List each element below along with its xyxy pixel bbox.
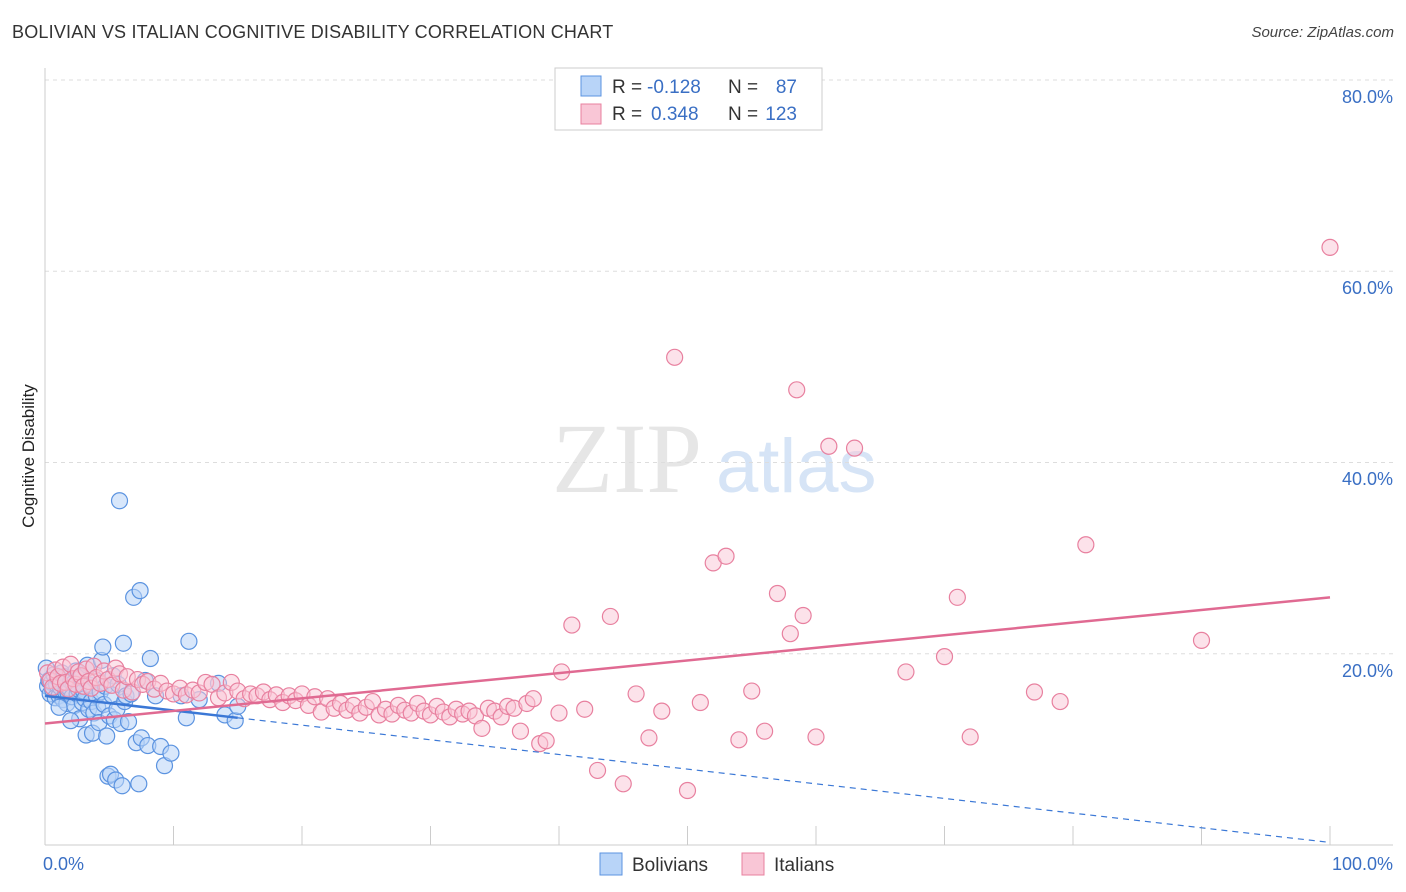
italian-point-104 <box>666 348 684 366</box>
legend-swatch-bolivians <box>580 75 602 97</box>
italians-trend-line <box>44 596 1331 725</box>
italian-point-123 <box>1025 683 1044 701</box>
watermark-atlas: atlas <box>716 424 877 509</box>
bolivian-point-59 <box>113 777 131 795</box>
bolivians-points <box>37 492 247 795</box>
legend-n-label-bolivians: N = <box>728 77 758 98</box>
watermark: ZIP atlas <box>552 403 877 514</box>
italian-point-121 <box>948 588 966 606</box>
italian-point-94 <box>550 704 568 722</box>
bolivian-point-83 <box>226 712 244 730</box>
italian-point-98 <box>588 761 607 780</box>
italian-point-101 <box>627 685 645 703</box>
italian-point-93 <box>537 732 555 750</box>
italian-point-122 <box>961 728 979 746</box>
italian-point-114 <box>788 381 806 399</box>
italian-point-100 <box>614 775 632 793</box>
italians-points <box>38 238 1339 800</box>
italian-point-102 <box>640 729 658 747</box>
y-axis-title: Cognitive Disability <box>19 384 38 528</box>
bolivian-point-79 <box>180 632 198 650</box>
italian-point-99 <box>601 607 620 626</box>
italian-point-118 <box>845 439 864 457</box>
italian-point-83 <box>473 719 491 737</box>
chart-title: BOLIVIAN VS ITALIAN COGNITIVE DISABILITY… <box>12 22 614 42</box>
bottom-legend: Bolivians Italians <box>599 852 834 876</box>
italian-point-119 <box>897 663 915 681</box>
italian-point-106 <box>691 693 709 712</box>
legend-n-label-italians: N = <box>728 104 758 125</box>
italian-point-91 <box>524 690 542 708</box>
y-tick-label-40: 40.0% <box>1342 469 1393 489</box>
top-legend: R = -0.128 N = 87 R = 0.348 N = 123 <box>554 67 823 131</box>
bolivian-point-60 <box>114 634 132 652</box>
bolivian-point-67 <box>130 775 148 793</box>
bolivians-trend-line <box>44 694 238 720</box>
legend-r-label-bolivians: R = <box>612 77 642 98</box>
italian-point-110 <box>743 682 761 700</box>
bolivian-point-72 <box>141 649 159 668</box>
bolivians-trend-extension <box>237 717 1331 844</box>
grid-lines <box>45 79 1393 655</box>
italian-point-109 <box>730 731 748 749</box>
bolivian-point-68 <box>131 582 149 600</box>
y-tick-label-60: 60.0% <box>1342 278 1393 298</box>
italian-point-89 <box>511 722 530 740</box>
bolivian-point-63 <box>119 713 138 731</box>
italian-point-113 <box>781 625 799 643</box>
bolivian-point-57 <box>110 492 129 510</box>
x-tick-label-max: 100.0% <box>1332 854 1393 874</box>
italian-point-120 <box>935 648 954 666</box>
italian-point-126 <box>1192 631 1211 649</box>
bolivian-point-85 <box>50 698 68 716</box>
y-tick-label-80: 80.0% <box>1342 87 1393 107</box>
italian-point-112 <box>768 584 787 603</box>
italian-point-124 <box>1051 692 1069 711</box>
italian-point-117 <box>820 437 838 455</box>
legend-r-label-italians: R = <box>612 104 642 125</box>
italian-point-96 <box>563 616 581 634</box>
legend-n-value-italians: 123 <box>765 104 797 125</box>
bolivian-point-47 <box>98 727 116 745</box>
bolivian-point-76 <box>162 744 180 762</box>
bottom-legend-swatch-italians <box>741 852 765 876</box>
bolivian-point-44 <box>94 638 112 656</box>
italian-point-115 <box>794 606 812 625</box>
y-tick-label-20: 20.0% <box>1342 661 1393 681</box>
italian-point-116 <box>807 728 825 746</box>
italian-point-97 <box>576 700 594 718</box>
italian-point-127 <box>1321 238 1339 256</box>
italian-point-103 <box>653 702 671 720</box>
bottom-legend-swatch-bolivians <box>599 852 623 876</box>
trend-lines <box>44 596 1331 844</box>
x-tick-label-min: 0.0% <box>43 854 84 874</box>
axes <box>44 68 1393 846</box>
bottom-legend-italians: Italians <box>774 855 834 876</box>
italian-point-125 <box>1077 536 1095 554</box>
watermark-zip: ZIP <box>552 403 702 514</box>
legend-swatch-italians <box>580 103 602 125</box>
legend-r-value-bolivians: -0.128 <box>647 77 701 98</box>
bottom-legend-bolivians: Bolivians <box>632 855 708 876</box>
italian-point-108 <box>717 547 735 565</box>
source-label: Source: ZipAtlas.com <box>1251 24 1394 41</box>
italian-point-111 <box>755 722 774 740</box>
italian-point-105 <box>678 781 697 800</box>
legend-n-value-bolivians: 87 <box>776 77 797 98</box>
legend-r-value-italians: 0.348 <box>651 104 699 125</box>
